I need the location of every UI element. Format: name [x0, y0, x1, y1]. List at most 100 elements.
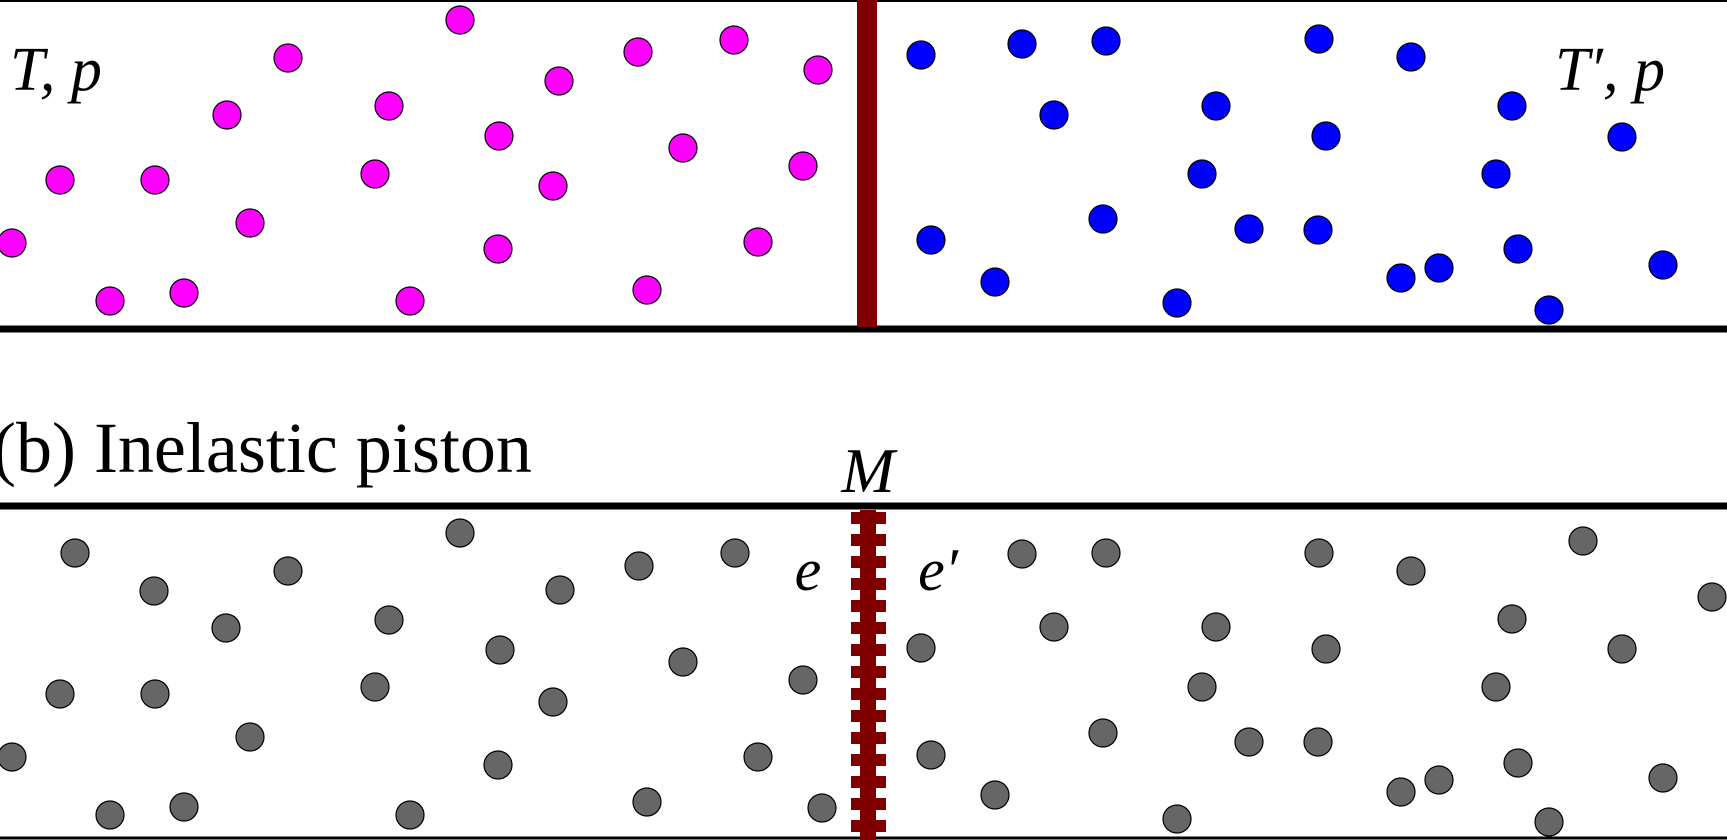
hot-gas-particle	[235, 208, 265, 238]
gray-gas-particle	[140, 679, 170, 709]
gray-gas-particle	[1386, 777, 1416, 807]
cold-gas-particle	[1201, 91, 1231, 121]
hot-gas-particle	[483, 234, 513, 264]
particles-left-hot	[0, 5, 833, 316]
gray-gas-particle	[720, 538, 750, 568]
right-gas-label: T′, p	[1555, 36, 1665, 104]
piston-b-left-dash	[851, 534, 861, 546]
panel-b: (b) Inelastic piston M e e′	[0, 408, 1727, 840]
gray-gas-particle	[788, 665, 818, 695]
cold-gas-particle	[1534, 295, 1564, 325]
gray-gas-particle	[916, 740, 946, 770]
piston-b-left-dash	[851, 600, 861, 612]
gray-gas-particle	[1234, 727, 1264, 757]
cold-gas-particle	[1007, 29, 1037, 59]
cold-gas-particle	[1088, 204, 1118, 234]
piston-b-right-dash	[876, 556, 886, 568]
gray-gas-particle	[1201, 612, 1231, 642]
piston-b-right-dash	[876, 732, 886, 744]
piston-b-left-dash	[851, 512, 861, 524]
hot-gas-particle	[374, 91, 404, 121]
gray-gas-particle	[1534, 807, 1564, 837]
gray-gas-particle	[169, 792, 199, 822]
panel-a: T, p T′, p	[0, 0, 1727, 333]
hot-gas-particle	[668, 133, 698, 163]
gray-gas-particle	[1503, 748, 1533, 778]
hot-gas-particle	[45, 165, 75, 195]
piston-b-right-dash	[876, 776, 886, 788]
gray-gas-particle	[1007, 539, 1037, 569]
cold-gas-particle	[1386, 263, 1416, 293]
gray-gas-particle	[485, 635, 515, 665]
piston-b-right-dash	[876, 578, 886, 590]
cold-gas-particle	[906, 40, 936, 70]
hot-gas-particle	[538, 171, 568, 201]
gray-gas-particle	[1697, 582, 1727, 612]
gray-gas-particle	[211, 613, 241, 643]
gray-gas-particle	[60, 538, 90, 568]
cold-gas-particle	[1396, 42, 1426, 72]
piston-b-left-dash	[851, 688, 861, 700]
hot-gas-particle	[273, 43, 303, 73]
piston-b-right-dash	[876, 710, 886, 722]
hot-gas-particle	[212, 100, 242, 130]
cold-gas-particle	[1091, 26, 1121, 56]
gray-gas-particle	[1648, 763, 1678, 793]
hot-gas-particle	[544, 66, 574, 96]
gray-gas-particle	[538, 687, 568, 717]
piston-b-left-dash	[851, 666, 861, 678]
left-gas-label: T, p	[10, 36, 102, 104]
hot-gas-particle	[623, 37, 653, 67]
piston-b-right-dash	[876, 688, 886, 700]
cold-gas-particle	[916, 225, 946, 255]
gray-gas-particle	[807, 793, 837, 823]
gray-gas-particle	[1396, 556, 1426, 586]
piston-b-right-dash	[876, 666, 886, 678]
gray-gas-particle	[45, 679, 75, 709]
piston-b-left-dash	[851, 732, 861, 744]
piston-b-left-dash	[851, 710, 861, 722]
hot-gas-particle	[360, 159, 390, 189]
gray-gas-particle	[1303, 727, 1333, 757]
hot-gas-particle	[803, 55, 833, 85]
gray-gas-particle	[483, 750, 513, 780]
piston-b-right-dash	[876, 512, 886, 524]
gray-gas-particle	[273, 556, 303, 586]
cold-gas-particle	[1311, 121, 1341, 151]
piston-b-core	[860, 510, 876, 840]
piston-mass-label: M	[840, 435, 898, 506]
gray-gas-particle	[906, 633, 936, 663]
gray-gas-particle	[1162, 804, 1192, 834]
cold-gas-particle	[1304, 24, 1334, 54]
cold-gas-particle	[1648, 250, 1678, 280]
gray-gas-particle	[445, 518, 475, 548]
cold-gas-particle	[1503, 234, 1533, 264]
piston-b	[851, 510, 886, 840]
piston-b-right-dash	[876, 798, 886, 810]
gray-gas-particle	[980, 780, 1010, 810]
gray-gas-particle	[1039, 612, 1069, 642]
gray-gas-particle	[743, 742, 773, 772]
left-restitution-label: e	[795, 537, 822, 603]
piston-b-right-dash	[876, 644, 886, 656]
right-restitution-label: e′	[918, 537, 959, 603]
gray-gas-particle	[1568, 526, 1598, 556]
gray-gas-particle	[1311, 634, 1341, 664]
cold-gas-particle	[1187, 159, 1217, 189]
gray-gas-particle	[139, 576, 169, 606]
cold-gas-particle	[1497, 91, 1527, 121]
gray-gas-particle	[1091, 538, 1121, 568]
hot-gas-particle	[484, 121, 514, 151]
piston-a	[857, 0, 877, 327]
cold-gas-particle	[980, 267, 1010, 297]
gray-gas-particle	[0, 742, 27, 772]
panel-b-caption: (b) Inelastic piston	[0, 408, 532, 488]
gray-gas-particle	[1607, 634, 1637, 664]
gray-gas-particle	[374, 605, 404, 635]
gray-gas-particle	[545, 575, 575, 605]
particles-right-cold	[906, 24, 1678, 325]
gray-gas-particle	[624, 551, 654, 581]
piston-b-right-dash	[876, 754, 886, 766]
cold-gas-particle	[1039, 100, 1069, 130]
